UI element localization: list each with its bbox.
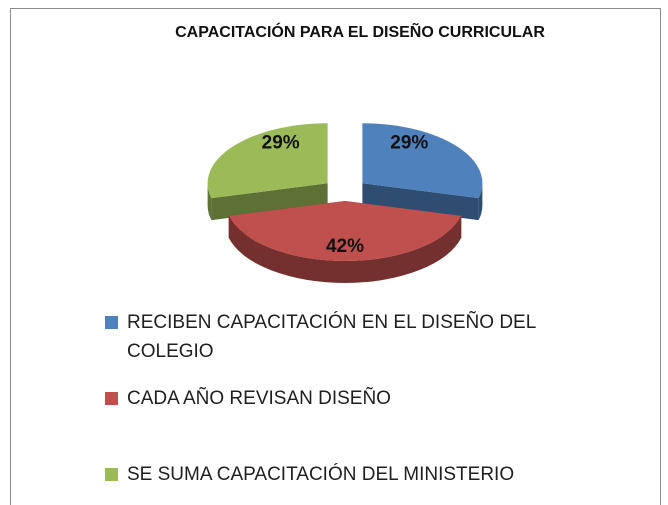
legend-swatch	[105, 316, 118, 329]
legend-swatch	[105, 468, 118, 481]
data-label: 29%	[262, 133, 300, 154]
slice-edge	[211, 183, 328, 221]
data-label: 29%	[390, 133, 428, 154]
slice	[228, 201, 462, 262]
slice-edge	[362, 183, 479, 221]
legend-label: SE SUMA CAPACITACIÓN DEL MINISTERIO	[127, 464, 515, 485]
chart-title: CAPACITACIÓN PARA EL DISEÑO CURRICULAR	[175, 21, 545, 41]
slice-side	[207, 183, 212, 221]
slice	[207, 123, 328, 199]
slice-side	[228, 215, 462, 284]
legend-item: RECIBEN CAPACITACIÓN EN EL DISEÑO DEL CO…	[105, 308, 605, 366]
chart-border	[10, 8, 661, 505]
legend-item: CADA AÑO REVISAN DISEÑO	[105, 384, 605, 413]
slice	[362, 123, 483, 199]
legend-label: RECIBEN CAPACITACIÓN EN EL DISEÑO DEL CO…	[127, 312, 536, 362]
legend-label: CADA AÑO REVISAN DISEÑO	[127, 388, 391, 409]
slice-side	[478, 183, 483, 221]
legend-item: SE SUMA CAPACITACIÓN DEL MINISTERIO	[105, 460, 605, 489]
legend-swatch	[105, 392, 118, 405]
data-label: 42%	[326, 236, 364, 257]
